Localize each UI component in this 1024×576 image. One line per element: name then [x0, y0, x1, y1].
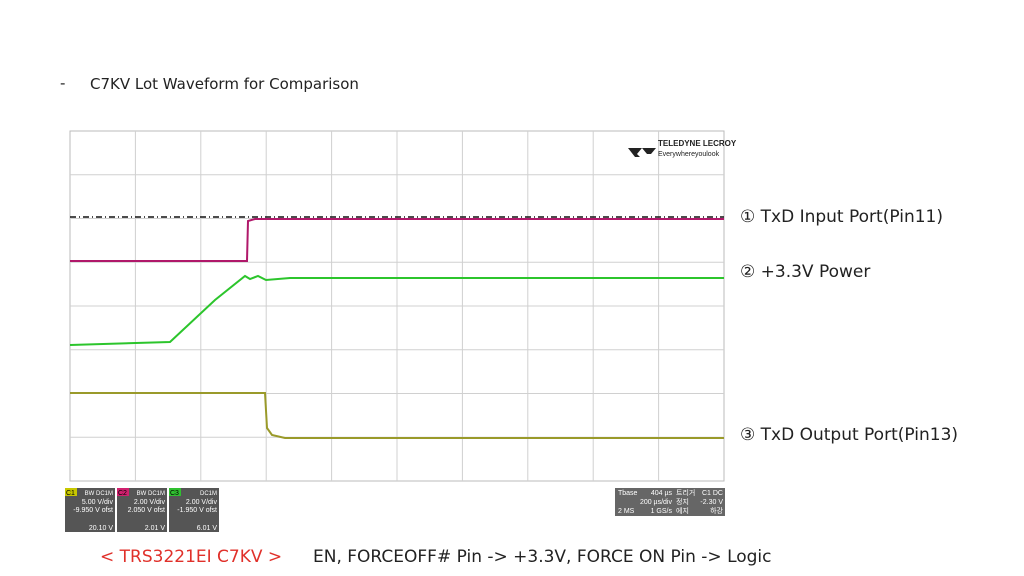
tbase-scale: 200 µs/div [640, 499, 673, 506]
channel-offset: -9.950 V ofst [73, 507, 113, 514]
bullet: - [60, 74, 66, 92]
channel-level: 20.10 V [89, 525, 113, 532]
trig-level: -2.30 V [700, 499, 723, 506]
ch3-waveform [70, 392, 724, 439]
tbase-samples: 2 MS [618, 508, 635, 515]
signal-label: ③ TxD Output Port(Pin13) [740, 425, 959, 445]
ch1-waveform [70, 218, 724, 262]
channel-level: 2.01 V [145, 525, 166, 532]
timebase-panel: Tbase 404 µs 200 µs/div 2 MS 1 GS/s 트리거 … [615, 488, 725, 516]
trig-name: 트리거 [676, 488, 695, 497]
channel-tags: BW DC1M [85, 491, 113, 497]
channel-badge [169, 488, 181, 496]
logo-brand: TELEDYNE LECROY [658, 139, 737, 148]
trig-mode: 정지 [676, 497, 689, 506]
signal-label: ② +3.3V Power [740, 262, 871, 282]
channel-panels: C1 BW DC1M 5.00 V/div-9.950 V ofst 20.10 V C… [65, 488, 219, 532]
channel-tags: DC1M [200, 491, 217, 497]
trig-type: 에지 [676, 506, 689, 515]
channel-scale: 5.00 V/div [82, 499, 114, 506]
condition-note: EN, FORCEOFF# Pin -> +3.3V, FORCE ON Pin… [313, 547, 772, 567]
channel-level: 6.01 V [197, 525, 218, 532]
ch2-waveform [69, 274, 724, 346]
signal-label: ① TxD Input Port(Pin11) [740, 207, 943, 227]
slide-title: C7KV Lot Waveform for Comparison [90, 75, 359, 93]
channel-tags: BW DC1M [137, 491, 165, 497]
channel-badge [117, 488, 129, 496]
channel-scale: 2.00 V/div [186, 499, 218, 506]
device-model: < TRS3221EI C7KV > [100, 547, 283, 567]
tbase-delay: 404 µs [651, 490, 673, 497]
channel-id: C3 [170, 490, 179, 497]
logo: TELEDYNE LECROY Everywhereyoulook [628, 139, 737, 158]
channel-offset: -1.950 V ofst [177, 507, 217, 514]
tbase-name: Tbase [618, 490, 638, 497]
channel-badge [65, 488, 77, 496]
trig-source: C1 DC [702, 490, 723, 497]
channel-offset: 2.050 V ofst [128, 507, 165, 514]
channel-id: C2 [118, 490, 127, 497]
trig-slope: 하강 [710, 506, 723, 515]
tbase-rate: 1 GS/s [651, 508, 673, 515]
channel-id: C1 [66, 490, 75, 497]
channel-scale: 2.00 V/div [134, 499, 166, 506]
logo-tagline: Everywhereyoulook [658, 151, 720, 158]
